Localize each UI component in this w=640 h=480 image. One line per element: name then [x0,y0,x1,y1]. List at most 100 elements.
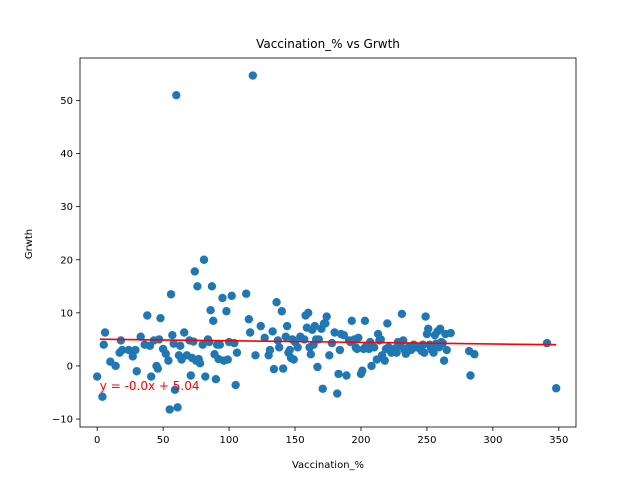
data-point [277,307,287,316]
data-point [199,255,209,264]
data-point [256,321,265,331]
data-point [99,340,108,349]
x-tick-label: 150 [285,435,304,446]
x-tick-label: 50 [157,435,170,446]
regression-line [99,338,557,346]
data-point [333,389,342,398]
data-point [335,345,345,355]
data-point [189,337,198,346]
data-point [193,282,202,291]
data-point [330,328,339,337]
x-axis-label: Vaccination_% [292,460,364,471]
data-point [274,343,284,352]
data-point [470,350,479,359]
data-point [164,356,173,365]
y-tick-label: −10 [52,415,73,426]
y-tick-label: 50 [60,96,73,107]
data-point [360,316,370,326]
data-point [442,345,451,355]
data-point [285,345,294,355]
data-point [186,371,196,380]
data-point [143,311,152,320]
data-point [231,380,240,390]
data-point [131,345,140,355]
data-point [116,336,126,345]
plot-frame [79,57,577,428]
data-point [136,332,145,341]
data-point [268,327,277,336]
data-point [166,290,176,299]
x-axis: 0 50 100 150 200 250 300 350 [94,427,568,446]
x-tick-label: 250 [417,435,436,446]
data-point [435,324,445,333]
data-point [542,338,552,348]
data-point [358,366,367,375]
x-tick-label: 100 [220,435,239,446]
data-point [272,298,281,307]
x-tick-label: 200 [351,435,370,446]
data-point [244,315,254,324]
data-point [169,339,178,348]
data-point [124,345,134,355]
data-point [273,336,283,345]
data-point [173,403,182,412]
y-axis: −10 0 10 20 30 40 50 [52,96,80,426]
y-tick-label: 40 [60,149,73,160]
data-point [367,361,376,371]
data-point [128,352,137,361]
data-point [269,364,279,374]
data-point [251,351,260,360]
data-point [322,312,331,321]
data-point [206,305,215,315]
data-point [260,333,269,343]
data-point [190,267,199,276]
data-point [248,71,258,80]
chart-title: Vaccination_% vs Grwth [256,37,400,51]
data-point [215,340,225,349]
data-point [282,321,292,331]
data-point [156,313,165,323]
data-point [232,348,242,357]
data-point [466,371,475,380]
data-point [397,309,407,319]
data-point [222,307,231,316]
data-point [195,359,205,368]
data-point [380,356,389,365]
data-point [223,355,232,364]
data-point [439,356,449,365]
data-point [369,343,379,352]
y-tick-label: 0 [67,361,73,372]
data-point [201,372,210,381]
data-point [347,316,356,326]
data-point [318,384,327,393]
data-point [161,349,170,358]
data-point [552,384,561,393]
data-point [198,340,207,349]
data-point [153,364,163,373]
data-point [289,355,298,364]
data-point [227,291,236,301]
data-point [313,362,322,372]
regression-equation: y = -0.0x + 5.04 [100,379,200,393]
data-point [352,344,362,354]
data-point [92,372,102,381]
data-point [339,330,349,340]
data-point [392,348,401,357]
data-point [242,289,251,298]
data-point [310,321,320,331]
data-point [446,328,455,338]
data-point [205,337,214,347]
data-point [172,90,181,100]
data-point [176,341,185,350]
data-point [321,319,330,328]
data-point [207,282,217,291]
data-point [293,343,302,352]
y-axis-label: Grwth [24,229,35,259]
data-point [118,345,127,355]
data-point [100,328,110,337]
data-point [342,371,351,380]
data-point [424,324,433,333]
data-point [98,392,107,401]
